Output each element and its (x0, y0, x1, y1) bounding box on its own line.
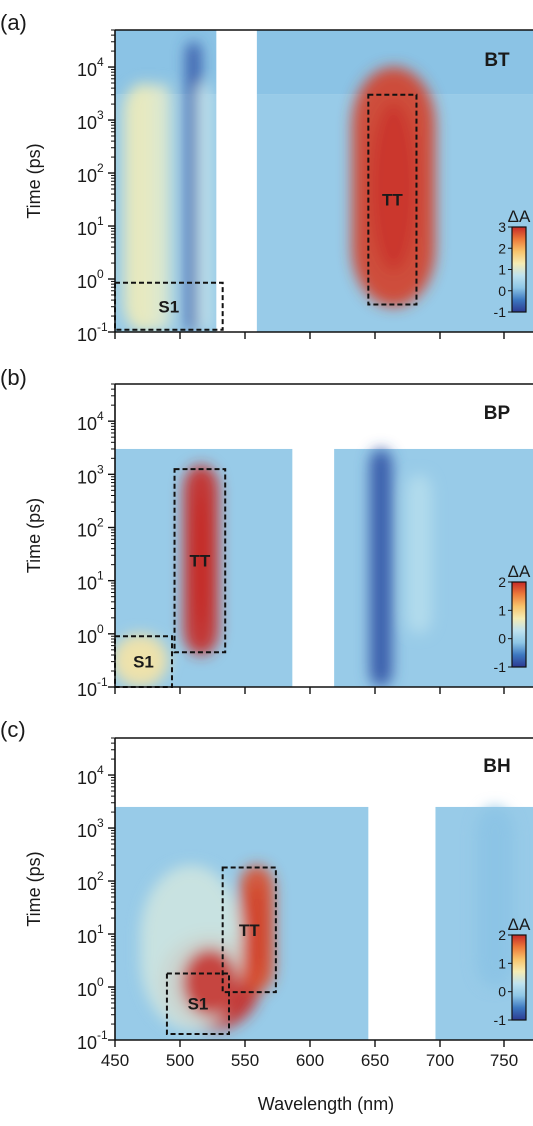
panel-label: (b) (0, 365, 27, 390)
x-tick-label: 650 (361, 1051, 389, 1070)
y-tick-label: 102 (77, 161, 104, 186)
sample-label: BT (484, 50, 510, 71)
colorbar-tick-label: -1 (494, 304, 507, 320)
feature-positive-3 (406, 474, 432, 634)
feature-positive-1 (115, 633, 169, 687)
y-axis-label: Time (ps) (24, 498, 44, 573)
box-label-S1: S1 (158, 297, 179, 316)
box-TT (221, 866, 277, 994)
colorbar-tick-label: 2 (498, 574, 506, 590)
box-TT (173, 468, 227, 654)
feature-core-1 (247, 884, 267, 974)
feature-core-0 (191, 493, 211, 627)
colorbar-tick-label: 1 (498, 602, 506, 618)
y-tick-label: 100 (77, 975, 104, 1000)
colorbar-label: ΔA (508, 207, 531, 226)
measured-region (115, 94, 533, 332)
y-tick-label: 102 (77, 515, 104, 540)
colorbar-gradient (511, 226, 527, 313)
box-label-TT: TT (382, 191, 403, 210)
colorbar-gradient (511, 581, 527, 668)
colorbar-tick-label: 0 (498, 631, 506, 647)
colorbar-gradient (511, 934, 527, 1021)
x-tick-label: 750 (490, 1051, 518, 1070)
box-S1 (165, 972, 230, 1035)
y-tick-label: 103 (77, 816, 104, 841)
colorbar-label: ΔA (508, 562, 531, 581)
heatmap-BH (115, 738, 533, 1040)
feature-negative-3 (476, 806, 514, 988)
colorbar-tick-label: 2 (498, 927, 506, 943)
y-tick-label: 101 (77, 922, 104, 947)
box-label-TT: TT (189, 552, 210, 571)
y-tick-label: 104 (77, 409, 104, 434)
box-label-TT: TT (239, 921, 260, 940)
colorbar: ΔA3 2 1 0 -1 (494, 207, 531, 320)
x-tick-label: 600 (296, 1051, 324, 1070)
sample-label: BP (484, 403, 511, 424)
box-TT (367, 93, 418, 306)
colorbar-tick-label: 2 (498, 240, 506, 256)
y-axis-label: Time (ps) (24, 851, 44, 926)
y-tick-label: 102 (77, 869, 104, 894)
y-tick-label: 104 (77, 55, 104, 80)
y-tick-label: 100 (77, 622, 104, 647)
feature-positive-4 (196, 82, 212, 332)
measured-region-long (115, 30, 533, 95)
y-tick-label: 10-1 (77, 675, 108, 700)
blank-region (292, 384, 335, 687)
y-tick-label: 101 (77, 569, 104, 594)
x-axis-label: Wavelength (nm) (258, 1094, 394, 1114)
y-tick-label: 103 (77, 462, 104, 487)
feature-positive-2 (150, 82, 171, 332)
box-label-S1: S1 (188, 995, 209, 1014)
x-tick-label: 700 (426, 1051, 454, 1070)
colorbar-tick-label: 0 (498, 984, 506, 1000)
blank-region (216, 30, 257, 332)
panel-label: (a) (0, 10, 27, 35)
y-tick-label: 101 (77, 214, 104, 239)
blank-region (368, 738, 436, 1040)
colorbar-tick-label: 3 (498, 219, 506, 235)
y-tick-label: 103 (77, 108, 104, 133)
x-tick-label: 450 (101, 1051, 129, 1070)
y-tick-label: 10-1 (77, 1028, 108, 1053)
panel-label: (c) (0, 717, 26, 742)
colorbar-tick-label: -1 (494, 1012, 507, 1028)
y-tick-label: 104 (77, 763, 104, 788)
feature-negative-2 (369, 448, 393, 687)
colorbar-tick-label: -1 (494, 659, 507, 675)
box-S1 (114, 281, 224, 331)
feature-core-0 (370, 102, 417, 271)
y-axis-label: Time (ps) (24, 143, 44, 218)
colorbar-label: ΔA (508, 915, 531, 934)
y-tick-label: 100 (77, 267, 104, 292)
box-label-S1: S1 (133, 653, 154, 672)
colorbar: ΔA2 1 0 -1 (494, 915, 531, 1028)
feature-core-0 (182, 948, 238, 1017)
colorbar: ΔA2 1 0 -1 (494, 562, 531, 675)
colorbar-tick-label: 1 (498, 955, 506, 971)
colorbar-tick-label: 0 (498, 283, 506, 299)
colorbar-tick-label: 1 (498, 262, 506, 278)
y-tick-label: 10-1 (77, 320, 108, 345)
sample-label: BH (483, 756, 510, 777)
heatmap-BP (115, 384, 533, 687)
x-tick-label: 500 (166, 1051, 194, 1070)
heatmap-BT (115, 30, 533, 332)
x-tick-label: 550 (231, 1051, 259, 1070)
